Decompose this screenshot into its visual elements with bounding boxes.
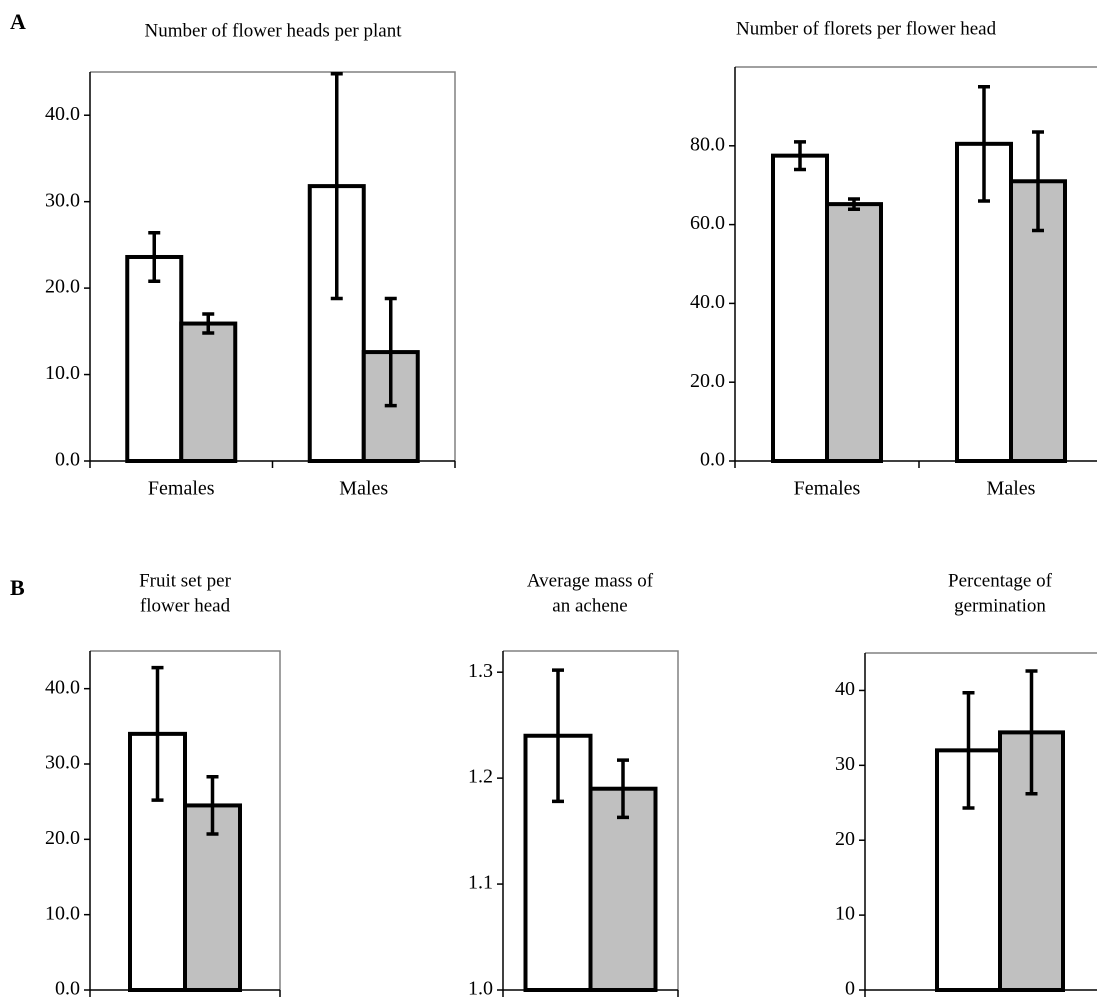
y-tick-label: 40.0 bbox=[690, 291, 725, 313]
error-bar bbox=[1032, 130, 1044, 233]
y-tick-label: 20.0 bbox=[45, 276, 80, 298]
error-bar bbox=[384, 296, 397, 408]
error-bar bbox=[794, 140, 806, 172]
error-bar bbox=[617, 758, 629, 820]
y-tick-label: 0 bbox=[845, 978, 855, 1000]
y-tick-label: 1.0 bbox=[468, 978, 493, 1000]
error-bar bbox=[148, 231, 161, 283]
y-tick-label: 10.0 bbox=[45, 362, 80, 384]
y-tick-label: 80.0 bbox=[690, 133, 725, 155]
bar bbox=[183, 803, 242, 993]
chart-title: an achene bbox=[552, 595, 627, 616]
y-tick-label: 10.0 bbox=[45, 902, 80, 924]
error-bar bbox=[848, 197, 860, 211]
error-bar bbox=[151, 665, 164, 802]
y-tick-label: 20 bbox=[835, 828, 855, 850]
y-tick-label: 30.0 bbox=[45, 189, 80, 211]
y-tick-label: 30.0 bbox=[45, 752, 80, 774]
y-tick-label: 40.0 bbox=[45, 676, 80, 698]
y-tick-label: 20.0 bbox=[45, 827, 80, 849]
chart-title: Average mass of bbox=[527, 570, 654, 591]
y-tick-label: 20.0 bbox=[690, 370, 725, 392]
chart-title: Number of florets per flower head bbox=[736, 18, 997, 39]
plot-frame bbox=[503, 650, 679, 990]
y-tick-label: 0.0 bbox=[700, 449, 725, 471]
error-bar bbox=[330, 71, 343, 301]
y-tick-label: 0.0 bbox=[55, 978, 80, 1000]
y-tick-label: 40 bbox=[835, 678, 855, 700]
chart-title: Percentage of bbox=[948, 570, 1053, 591]
y-tick-label: 60.0 bbox=[690, 212, 725, 234]
bar bbox=[825, 202, 883, 463]
chart-title: Number of flower heads per plant bbox=[145, 20, 403, 41]
panel-label: B bbox=[10, 575, 25, 600]
y-tick-label: 0.0 bbox=[55, 449, 80, 471]
bar bbox=[771, 153, 829, 463]
plot-frame bbox=[865, 652, 1097, 654]
x-tick-label: Males bbox=[339, 478, 388, 500]
error-bar bbox=[962, 690, 975, 810]
y-tick-label: 1.3 bbox=[468, 660, 493, 682]
error-bar bbox=[206, 775, 219, 836]
x-tick-label: Males bbox=[987, 478, 1036, 500]
panel-label: A bbox=[10, 9, 26, 34]
y-tick-label: 1.2 bbox=[468, 766, 493, 788]
error-bar bbox=[552, 668, 564, 804]
plot-frame bbox=[735, 66, 1097, 68]
bar bbox=[125, 254, 184, 464]
x-tick-label: Females bbox=[794, 478, 861, 500]
chart-title: germination bbox=[954, 595, 1046, 616]
y-tick-label: 40.0 bbox=[45, 103, 80, 125]
y-tick-label: 30 bbox=[835, 753, 855, 775]
plot-frame bbox=[90, 650, 281, 990]
plot-frame bbox=[90, 71, 456, 461]
error-bar bbox=[978, 84, 990, 203]
bar bbox=[179, 321, 238, 464]
y-tick-label: 10 bbox=[835, 903, 855, 925]
y-tick-label: 1.1 bbox=[468, 872, 493, 894]
error-bar bbox=[202, 312, 215, 335]
error-bar bbox=[1025, 669, 1038, 796]
chart-title: Fruit set per bbox=[139, 570, 231, 591]
x-tick-label: Females bbox=[148, 478, 215, 500]
chart-title: flower head bbox=[140, 595, 231, 616]
